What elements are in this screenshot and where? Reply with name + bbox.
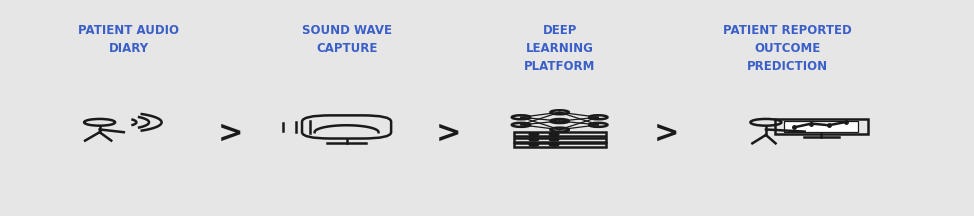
Bar bbox=[513, 143, 606, 147]
Text: SOUND WAVE
CAPTURE: SOUND WAVE CAPTURE bbox=[302, 24, 392, 55]
Text: DEEP
LEARNING
PLATFORM: DEEP LEARNING PLATFORM bbox=[524, 24, 595, 73]
Text: >: > bbox=[217, 119, 244, 148]
Bar bbox=[513, 138, 606, 142]
Bar bbox=[784, 121, 858, 132]
Bar bbox=[774, 119, 868, 134]
Text: PATIENT AUDIO
DIARY: PATIENT AUDIO DIARY bbox=[78, 24, 179, 55]
Text: >: > bbox=[654, 119, 679, 148]
Text: PATIENT REPORTED
OUTCOME
PREDICTION: PATIENT REPORTED OUTCOME PREDICTION bbox=[723, 24, 851, 73]
Text: >: > bbox=[435, 119, 461, 148]
Bar bbox=[513, 132, 606, 137]
